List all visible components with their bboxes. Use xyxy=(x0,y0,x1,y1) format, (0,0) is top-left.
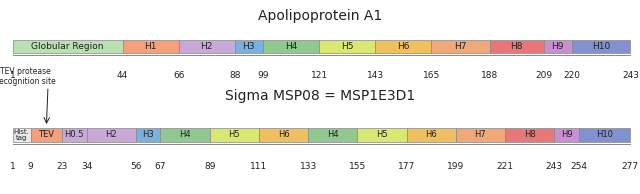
Text: H5: H5 xyxy=(341,42,353,51)
Text: H9: H9 xyxy=(561,130,572,139)
Text: H3: H3 xyxy=(142,130,154,139)
Text: 243: 243 xyxy=(622,71,639,80)
Text: 220: 220 xyxy=(563,71,580,80)
FancyBboxPatch shape xyxy=(161,128,210,142)
Text: Apolipoprotein A1: Apolipoprotein A1 xyxy=(258,10,382,23)
Text: H8: H8 xyxy=(511,42,523,51)
FancyBboxPatch shape xyxy=(505,128,554,142)
FancyBboxPatch shape xyxy=(543,40,572,54)
Text: 133: 133 xyxy=(300,162,317,171)
FancyBboxPatch shape xyxy=(431,40,490,54)
Text: H0.5: H0.5 xyxy=(65,130,84,139)
Text: 1: 1 xyxy=(10,71,15,80)
Text: H4: H4 xyxy=(285,42,297,51)
FancyBboxPatch shape xyxy=(375,40,431,54)
Text: 66: 66 xyxy=(173,71,184,80)
FancyBboxPatch shape xyxy=(319,40,375,54)
Text: H6: H6 xyxy=(426,130,437,139)
Text: 177: 177 xyxy=(398,162,415,171)
FancyBboxPatch shape xyxy=(86,128,136,142)
FancyBboxPatch shape xyxy=(13,40,122,54)
FancyBboxPatch shape xyxy=(308,128,357,142)
Text: 243: 243 xyxy=(546,162,563,171)
Text: H8: H8 xyxy=(524,130,536,139)
FancyBboxPatch shape xyxy=(554,128,579,142)
Text: H5: H5 xyxy=(228,130,240,139)
Text: H2: H2 xyxy=(200,42,213,51)
Text: 143: 143 xyxy=(367,71,384,80)
Text: 56: 56 xyxy=(130,162,141,171)
Text: H7: H7 xyxy=(475,130,486,139)
Text: 23: 23 xyxy=(56,162,68,171)
Text: 121: 121 xyxy=(310,71,328,80)
Text: 1: 1 xyxy=(10,162,15,171)
FancyBboxPatch shape xyxy=(62,128,86,142)
Text: H3: H3 xyxy=(243,42,255,51)
FancyBboxPatch shape xyxy=(13,128,31,142)
FancyBboxPatch shape xyxy=(357,128,406,142)
Text: 99: 99 xyxy=(257,71,269,80)
Text: H6: H6 xyxy=(278,130,289,139)
Text: H4: H4 xyxy=(179,130,191,139)
Text: H1: H1 xyxy=(145,42,157,51)
FancyBboxPatch shape xyxy=(179,40,235,54)
FancyBboxPatch shape xyxy=(572,40,630,54)
Text: 67: 67 xyxy=(155,162,166,171)
FancyBboxPatch shape xyxy=(406,128,456,142)
Text: 44: 44 xyxy=(117,71,128,80)
Text: H10: H10 xyxy=(596,130,613,139)
Text: H6: H6 xyxy=(397,42,410,51)
FancyBboxPatch shape xyxy=(136,128,161,142)
FancyBboxPatch shape xyxy=(490,40,543,54)
Text: 88: 88 xyxy=(229,71,241,80)
Text: 89: 89 xyxy=(204,162,216,171)
Text: TEV: TEV xyxy=(38,130,54,139)
FancyBboxPatch shape xyxy=(456,128,505,142)
FancyBboxPatch shape xyxy=(122,40,179,54)
Text: H5: H5 xyxy=(376,130,388,139)
Text: 34: 34 xyxy=(81,162,92,171)
Text: 209: 209 xyxy=(535,71,552,80)
Text: 221: 221 xyxy=(497,162,513,171)
Text: H2: H2 xyxy=(106,130,117,139)
Text: H10: H10 xyxy=(592,42,610,51)
FancyBboxPatch shape xyxy=(235,40,263,54)
Text: 111: 111 xyxy=(250,162,268,171)
Text: TEV protease
recognition site: TEV protease recognition site xyxy=(0,67,56,86)
FancyBboxPatch shape xyxy=(263,40,319,54)
Text: Globular Region: Globular Region xyxy=(31,42,104,51)
Text: 155: 155 xyxy=(349,162,366,171)
Text: 165: 165 xyxy=(422,71,440,80)
Text: Hist.
tag: Hist. tag xyxy=(14,129,29,141)
FancyBboxPatch shape xyxy=(259,128,308,142)
Text: Sigma MSP08 = MSP1E3D1: Sigma MSP08 = MSP1E3D1 xyxy=(225,89,415,103)
FancyBboxPatch shape xyxy=(579,128,630,142)
Text: 199: 199 xyxy=(447,162,465,171)
Text: H7: H7 xyxy=(454,42,467,51)
Text: 254: 254 xyxy=(570,162,588,171)
Text: 188: 188 xyxy=(481,71,499,80)
Text: H4: H4 xyxy=(327,130,339,139)
Text: 277: 277 xyxy=(622,162,639,171)
Text: 9: 9 xyxy=(28,162,33,171)
FancyBboxPatch shape xyxy=(210,128,259,142)
Text: H9: H9 xyxy=(552,42,564,51)
FancyBboxPatch shape xyxy=(31,128,62,142)
